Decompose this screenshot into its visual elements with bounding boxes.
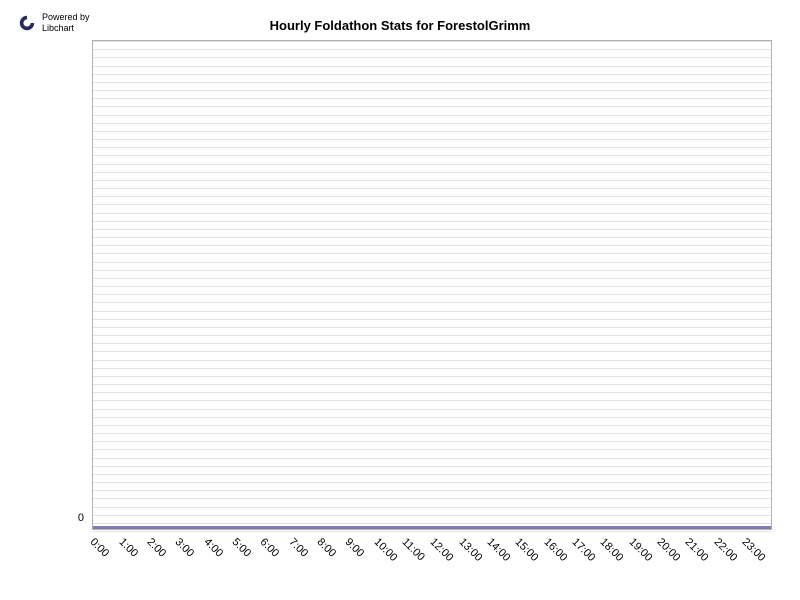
gridline: [93, 458, 771, 459]
gridline: [93, 115, 771, 116]
gridline: [93, 360, 771, 361]
gridline: [93, 123, 771, 124]
x-tick-label: 18:00: [598, 536, 626, 564]
chart-title: Hourly Foldathon Stats for ForestolGrimm: [270, 18, 531, 33]
gridline: [93, 425, 771, 426]
gridline: [93, 433, 771, 434]
gridline: [93, 351, 771, 352]
gridline: [93, 384, 771, 385]
gridline: [93, 294, 771, 295]
gridline: [93, 164, 771, 165]
gridline: [93, 498, 771, 499]
x-tick-label: 16:00: [541, 536, 569, 564]
x-tick-label: 19:00: [626, 536, 654, 564]
x-tick-label: 14:00: [484, 536, 512, 564]
x-tick-label: 0:00: [88, 536, 112, 560]
gridline: [93, 41, 771, 42]
gridline: [93, 204, 771, 205]
gridline: [93, 245, 771, 246]
gridline: [93, 237, 771, 238]
gridline: [93, 49, 771, 50]
x-tick-label: 8:00: [314, 536, 338, 560]
gridline: [93, 392, 771, 393]
x-tick-label: 20:00: [654, 536, 682, 564]
gridline: [93, 172, 771, 173]
gridline: [93, 531, 771, 532]
gridline: [93, 311, 771, 312]
data-baseline: [93, 526, 771, 529]
gridline: [93, 139, 771, 140]
gridline: [93, 253, 771, 254]
gridline: [93, 147, 771, 148]
gridline: [93, 188, 771, 189]
gridline: [93, 482, 771, 483]
gridline: [93, 507, 771, 508]
powered-by-line1: Powered by: [42, 12, 90, 23]
x-tick-label: 15:00: [513, 536, 541, 564]
x-tick-label: 22:00: [711, 536, 739, 564]
y-tick-label: 0: [78, 512, 84, 524]
gridline: [93, 319, 771, 320]
libchart-logo: Powered by Libchart: [18, 12, 90, 34]
x-tick-label: 9:00: [343, 536, 367, 560]
gridline: [93, 400, 771, 401]
gridline: [93, 57, 771, 58]
gridline: [93, 409, 771, 410]
gridline: [93, 82, 771, 83]
x-tick-label: 11:00: [399, 536, 426, 563]
gridline: [93, 515, 771, 516]
x-tick-label: 4:00: [201, 536, 225, 560]
gridline: [93, 376, 771, 377]
x-tick-label: 21:00: [683, 536, 711, 564]
gridline: [93, 106, 771, 107]
gridline: [93, 155, 771, 156]
gridline: [93, 523, 771, 524]
libchart-attribution: Powered by Libchart: [42, 12, 90, 34]
gridline: [93, 90, 771, 91]
gridline: [93, 213, 771, 214]
gridline: [93, 278, 771, 279]
x-tick-label: 13:00: [456, 536, 484, 564]
gridline: [93, 327, 771, 328]
gridline: [93, 302, 771, 303]
powered-by-line2: Libchart: [42, 23, 90, 34]
gridline: [93, 74, 771, 75]
gridline: [93, 449, 771, 450]
gridline: [93, 286, 771, 287]
x-tick-label: 12:00: [428, 536, 456, 564]
gridline: [93, 466, 771, 467]
libchart-icon: [18, 14, 36, 32]
x-tick-label: 5:00: [229, 536, 253, 560]
x-tick-label: 23:00: [739, 536, 767, 564]
x-tick-label: 10:00: [371, 536, 399, 564]
x-tick-label: 3:00: [173, 536, 197, 560]
gridline: [93, 229, 771, 230]
gridline: [93, 474, 771, 475]
gridline: [93, 262, 771, 263]
gridline: [93, 335, 771, 336]
x-tick-label: 17:00: [569, 536, 597, 564]
gridline: [93, 98, 771, 99]
plot-area: [92, 40, 772, 530]
x-tick-label: 1:00: [116, 536, 140, 560]
gridline: [93, 270, 771, 271]
gridline: [93, 368, 771, 369]
gridline: [93, 131, 771, 132]
x-tick-label: 6:00: [258, 536, 282, 560]
gridline: [93, 441, 771, 442]
chart-container: 0 0:001:002:003:004:005:006:007:008:009:…: [92, 40, 772, 530]
gridline: [93, 180, 771, 181]
x-tick-label: 7:00: [286, 536, 310, 560]
gridline: [93, 221, 771, 222]
gridline: [93, 196, 771, 197]
gridline: [93, 417, 771, 418]
gridline: [93, 490, 771, 491]
gridline: [93, 66, 771, 67]
x-tick-label: 2:00: [144, 536, 168, 560]
gridline: [93, 343, 771, 344]
